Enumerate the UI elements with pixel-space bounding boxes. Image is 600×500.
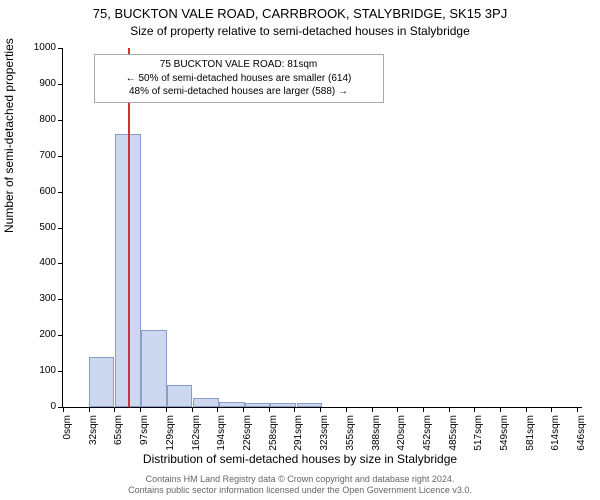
x-tick [372, 407, 373, 412]
y-tick [58, 299, 63, 300]
x-tick [192, 407, 193, 412]
annotation-line3: 48% of semi-detached houses are larger (… [101, 85, 377, 99]
y-tick [58, 156, 63, 157]
x-tick [294, 407, 295, 412]
annotation-line1: 75 BUCKTON VALE ROAD: 81sqm [101, 58, 377, 72]
y-tick [58, 120, 63, 121]
y-tick [58, 84, 63, 85]
y-tick [58, 371, 63, 372]
y-tick [58, 263, 63, 264]
y-tick-label: 100 [24, 365, 56, 376]
x-tick [397, 407, 398, 412]
y-tick-label: 600 [24, 186, 56, 197]
annotation-line2: ← 50% of semi-detached houses are smalle… [101, 72, 377, 86]
x-tick-label: 549sqm [499, 415, 510, 465]
chart-title-line2: Size of property relative to semi-detach… [0, 24, 600, 38]
y-tick [58, 228, 63, 229]
y-tick-label: 700 [24, 150, 56, 161]
x-tick-label: 97sqm [139, 415, 150, 465]
x-tick-label: 581sqm [525, 415, 536, 465]
x-tick [320, 407, 321, 412]
histogram-bar [297, 403, 323, 407]
annotation-box: 75 BUCKTON VALE ROAD: 81sqm ← 50% of sem… [94, 54, 384, 103]
x-tick-label: 517sqm [473, 415, 484, 465]
x-tick-label: 323sqm [319, 415, 330, 465]
y-axis-label: Number of semi-detached properties [2, 38, 16, 233]
x-tick [269, 407, 270, 412]
x-tick-label: 388sqm [371, 415, 382, 465]
y-tick-label: 400 [24, 257, 56, 268]
y-tick-label: 1000 [24, 42, 56, 53]
x-tick-label: 258sqm [268, 415, 279, 465]
footer-line1: Contains HM Land Registry data © Crown c… [8, 474, 592, 485]
x-tick [500, 407, 501, 412]
chart-title-line1: 75, BUCKTON VALE ROAD, CARRBROOK, STALYB… [0, 6, 600, 21]
x-tick-label: 355sqm [345, 415, 356, 465]
footer-line2: Contains public sector information licen… [8, 485, 592, 496]
x-tick [474, 407, 475, 412]
x-tick [346, 407, 347, 412]
histogram-bar [219, 402, 245, 407]
x-tick-label: 0sqm [62, 415, 73, 465]
y-tick-label: 900 [24, 78, 56, 89]
y-tick-label: 200 [24, 329, 56, 340]
x-tick-label: 452sqm [422, 415, 433, 465]
histogram-bar [89, 357, 115, 407]
y-tick-label: 0 [24, 401, 56, 412]
x-tick [63, 407, 64, 412]
x-tick [243, 407, 244, 412]
y-tick [58, 335, 63, 336]
x-tick-label: 226sqm [242, 415, 253, 465]
x-tick-label: 614sqm [550, 415, 561, 465]
x-tick-label: 32sqm [88, 415, 99, 465]
x-tick-label: 65sqm [113, 415, 124, 465]
x-tick [166, 407, 167, 412]
x-tick [423, 407, 424, 412]
plot-area: 75 BUCKTON VALE ROAD: 81sqm ← 50% of sem… [62, 48, 582, 408]
y-tick-label: 800 [24, 114, 56, 125]
y-tick [58, 48, 63, 49]
x-tick-label: 194sqm [216, 415, 227, 465]
histogram-bar [167, 385, 193, 407]
y-tick [58, 192, 63, 193]
x-tick-label: 420sqm [396, 415, 407, 465]
histogram-bar [270, 403, 296, 407]
histogram-bar [193, 398, 219, 407]
footer-attribution: Contains HM Land Registry data © Crown c… [8, 474, 592, 497]
histogram-bar [245, 403, 271, 407]
x-tick-label: 485sqm [448, 415, 459, 465]
x-tick [140, 407, 141, 412]
x-tick-label: 646sqm [576, 415, 587, 465]
histogram-bar [141, 330, 167, 407]
x-tick [114, 407, 115, 412]
y-tick-label: 300 [24, 293, 56, 304]
x-tick-label: 129sqm [165, 415, 176, 465]
x-tick [89, 407, 90, 412]
x-tick [449, 407, 450, 412]
x-tick [526, 407, 527, 412]
x-tick [217, 407, 218, 412]
x-tick-label: 162sqm [191, 415, 202, 465]
x-tick-label: 291sqm [293, 415, 304, 465]
y-tick-label: 500 [24, 222, 56, 233]
x-tick [577, 407, 578, 412]
x-tick [551, 407, 552, 412]
